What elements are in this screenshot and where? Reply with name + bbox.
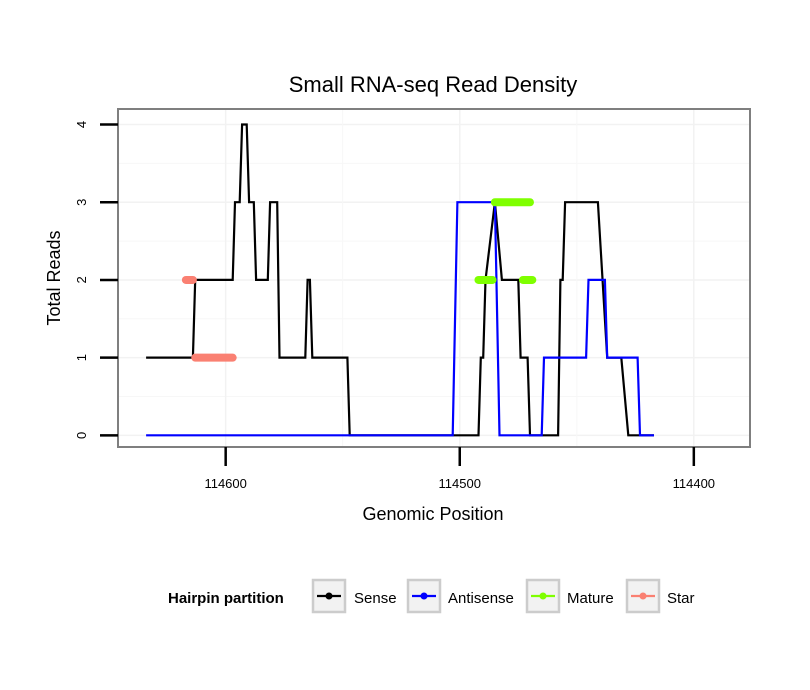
chart-title: Small RNA-seq Read Density: [289, 72, 578, 97]
legend: Hairpin partition Sense Antisense Mature St…: [168, 578, 695, 614]
legend-label-sense: Sense: [354, 590, 397, 607]
y-tick-label-4: 4: [74, 121, 89, 128]
y-tick-label-1: 1: [74, 354, 89, 361]
grid: [118, 109, 750, 447]
legend-label-star: Star: [667, 590, 695, 607]
y-tick-label-0: 0: [74, 432, 89, 439]
y-tick-label-2: 2: [74, 276, 89, 283]
y-axis-label: Total Reads: [44, 230, 64, 325]
legend-dot-sense: [325, 592, 333, 600]
x-tick-label-114500: 114500: [439, 476, 481, 491]
legend-dot-mature: [539, 592, 547, 600]
series-layer: [146, 123, 654, 437]
axes: 0 1 2 3 4 114600 114500 114400: [74, 121, 715, 491]
y-tick-label-3: 3: [74, 199, 89, 206]
legend-dot-antisense: [420, 592, 428, 600]
x-axis-label: Genomic Position: [362, 504, 503, 524]
plot-panel-border: [117, 108, 751, 448]
legend-title: Hairpin partition: [168, 590, 284, 607]
series-line-antisense: [146, 201, 654, 437]
legend-label-mature: Mature: [567, 590, 614, 607]
legend-dot-star: [639, 592, 647, 600]
x-tick-label-114400: 114400: [673, 476, 715, 491]
x-tick-label-114600: 114600: [204, 476, 246, 491]
legend-label-antisense: Antisense: [448, 590, 514, 607]
series-line-sense: [146, 123, 654, 437]
